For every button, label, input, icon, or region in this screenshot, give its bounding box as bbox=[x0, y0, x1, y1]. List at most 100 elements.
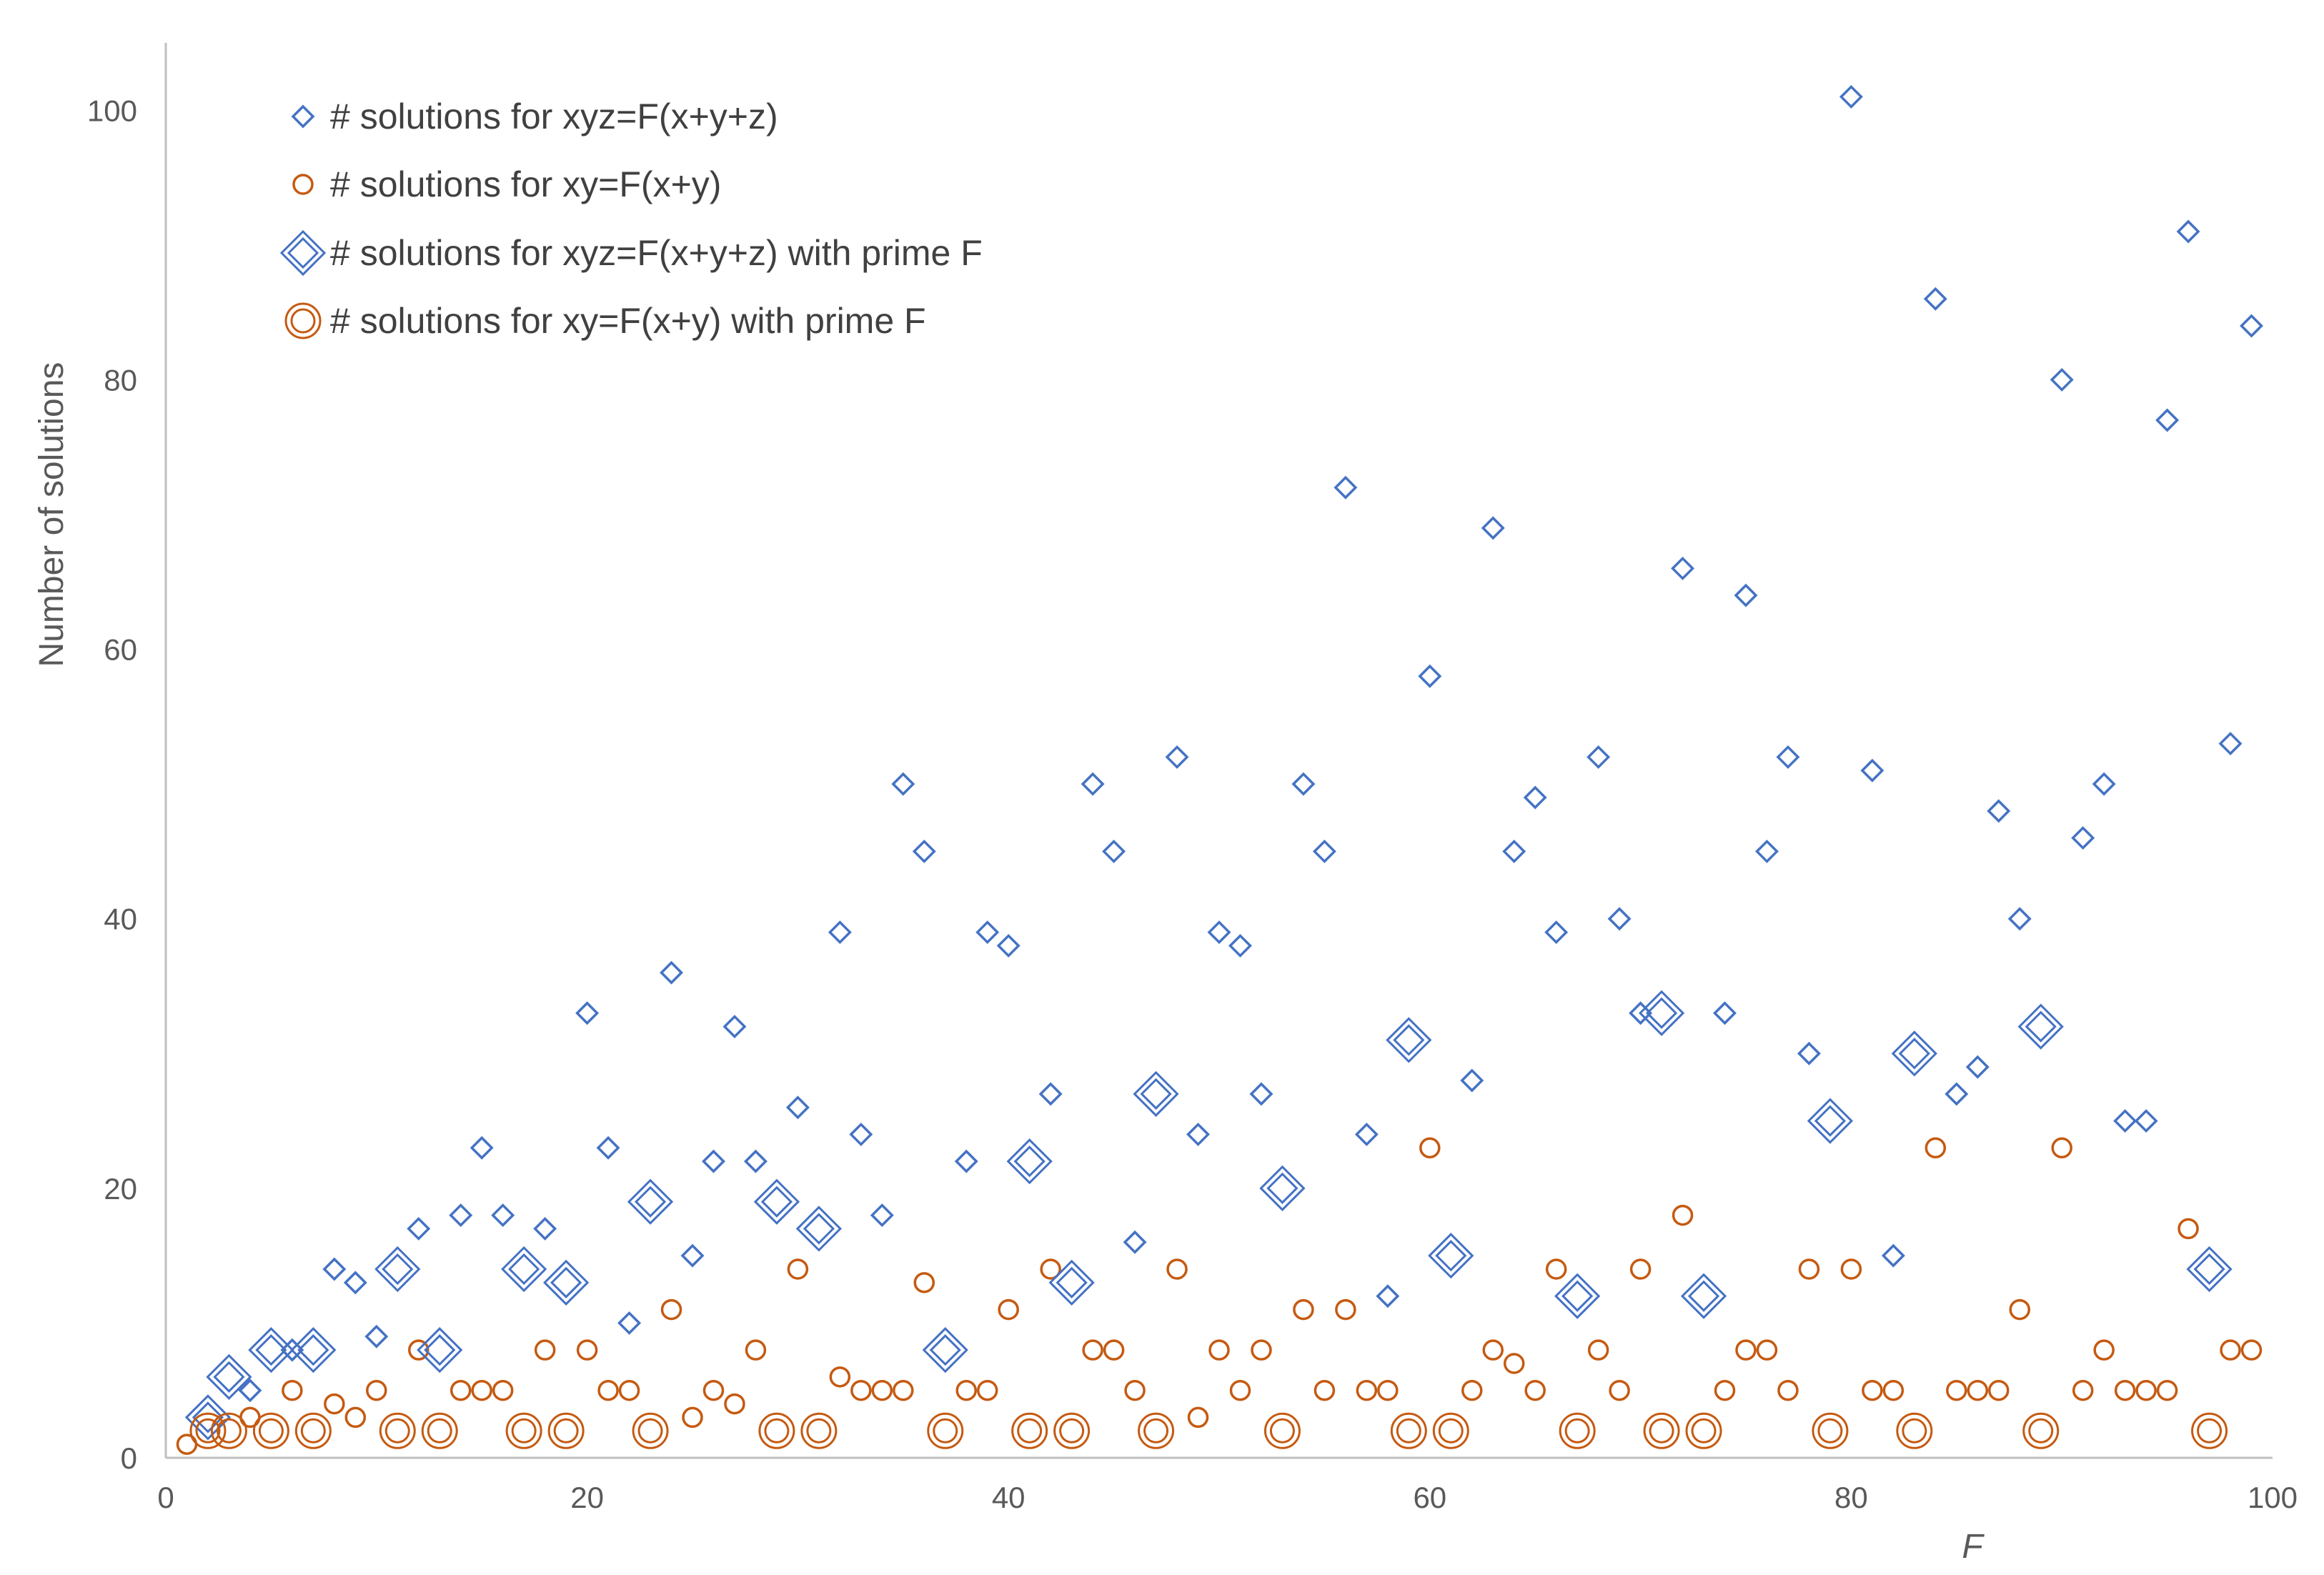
data-point-inner bbox=[1691, 1418, 1717, 1444]
data-point bbox=[1987, 799, 2011, 823]
data-point bbox=[1103, 1339, 1125, 1361]
data-point bbox=[1965, 1055, 1990, 1079]
data-point-inner bbox=[511, 1418, 537, 1444]
data-point bbox=[850, 1379, 872, 1401]
data-point bbox=[1862, 1379, 1883, 1401]
data-point bbox=[210, 1412, 247, 1449]
data-point-inner bbox=[1017, 1418, 1043, 1444]
data-point bbox=[927, 1412, 964, 1449]
data-point bbox=[1881, 1243, 1905, 1268]
data-point bbox=[998, 1298, 1019, 1321]
data-point bbox=[1629, 1258, 1652, 1280]
data-point bbox=[1777, 1379, 1799, 1401]
data-point bbox=[1586, 745, 1611, 769]
data-point bbox=[2191, 1412, 2228, 1449]
data-point bbox=[870, 1203, 894, 1228]
data-point bbox=[627, 1178, 674, 1225]
legend-label: # solutions for xyz=F(x+y+z) with prime … bbox=[330, 233, 983, 273]
data-point bbox=[1263, 1412, 1301, 1449]
data-point-inner bbox=[803, 1213, 835, 1245]
data-point bbox=[682, 1406, 703, 1429]
data-point bbox=[922, 1327, 968, 1373]
data-point bbox=[1082, 1339, 1103, 1361]
data-point-inner bbox=[382, 1253, 414, 1286]
data-point bbox=[1756, 1339, 1778, 1361]
data-point bbox=[1482, 1339, 1504, 1361]
data-point-inner bbox=[1143, 1418, 1169, 1444]
data-point bbox=[1133, 1070, 1179, 1117]
data-point bbox=[1734, 583, 1758, 607]
data-point bbox=[1882, 1379, 1905, 1401]
data-point bbox=[248, 1327, 294, 1373]
data-point bbox=[2218, 732, 2243, 756]
data-point bbox=[290, 1327, 337, 1373]
data-point-inner bbox=[1564, 1418, 1590, 1444]
data-point bbox=[343, 1271, 367, 1295]
data-point-inner bbox=[2197, 1418, 2223, 1444]
data-point bbox=[1840, 1258, 1862, 1280]
data-point bbox=[1207, 920, 1231, 945]
data-point bbox=[1187, 1406, 1209, 1429]
data-point bbox=[1291, 772, 1316, 796]
legend-item: # solutions for xyz=F(x+y+z) bbox=[291, 96, 778, 136]
data-point bbox=[1166, 1258, 1188, 1280]
series-1 bbox=[238, 84, 2263, 1403]
legend-marker bbox=[291, 104, 315, 129]
data-point bbox=[1685, 1412, 1722, 1449]
data-point bbox=[1544, 920, 1569, 945]
data-point bbox=[1896, 1412, 1933, 1449]
data-point bbox=[534, 1339, 556, 1361]
data-point bbox=[501, 1246, 547, 1293]
data-point bbox=[379, 1412, 416, 1449]
data-point bbox=[954, 1149, 978, 1173]
data-point-inner bbox=[384, 1418, 410, 1444]
data-point bbox=[294, 1412, 332, 1449]
data-point bbox=[1314, 1379, 1336, 1401]
data-point bbox=[2092, 772, 2116, 796]
data-point bbox=[1680, 1273, 1727, 1319]
data-point bbox=[1923, 287, 1947, 311]
axes bbox=[164, 43, 2273, 1459]
data-point bbox=[2009, 1298, 2030, 1321]
series-3 bbox=[184, 990, 2233, 1441]
data-point bbox=[1208, 1339, 1230, 1361]
legend-marker-inner bbox=[287, 237, 319, 269]
data-point-inner bbox=[1269, 1418, 1295, 1444]
data-point-inner bbox=[1396, 1418, 1421, 1444]
data-point bbox=[2051, 1137, 2072, 1159]
data-point bbox=[1545, 1258, 1567, 1280]
data-point bbox=[2072, 1379, 2094, 1401]
data-point bbox=[1839, 84, 1863, 109]
data-point bbox=[1891, 1030, 1937, 1077]
x-axis-title: F bbox=[1962, 1528, 1985, 1566]
data-point bbox=[1123, 1230, 1147, 1254]
data-point bbox=[912, 839, 936, 863]
data-point-inner bbox=[1435, 1240, 1467, 1272]
data-point bbox=[1102, 839, 1126, 863]
data-point bbox=[1335, 1298, 1356, 1321]
data-point-inner bbox=[258, 1418, 284, 1444]
data-point bbox=[1249, 1082, 1273, 1106]
legend-marker bbox=[292, 174, 314, 195]
data-point bbox=[449, 1203, 473, 1228]
data-point bbox=[2113, 1109, 2137, 1133]
x-tick-label: 20 bbox=[570, 1481, 604, 1514]
data-point bbox=[1419, 1137, 1441, 1159]
data-point-inner bbox=[213, 1361, 245, 1393]
data-point-inner bbox=[1393, 1024, 1425, 1056]
data-point bbox=[575, 1001, 600, 1025]
data-point bbox=[252, 1412, 289, 1449]
data-point bbox=[724, 1393, 745, 1415]
data-point bbox=[1081, 772, 1105, 796]
legend-marker bbox=[279, 229, 327, 277]
data-point-inner bbox=[255, 1334, 287, 1366]
data-point bbox=[660, 960, 683, 985]
data-point bbox=[1946, 1379, 1967, 1401]
data-point bbox=[2114, 1379, 2136, 1401]
data-point bbox=[1714, 1379, 1736, 1401]
data-point bbox=[1481, 516, 1505, 540]
data-point bbox=[492, 1379, 514, 1401]
data-point bbox=[1643, 1412, 1680, 1449]
data-point bbox=[1797, 1041, 1821, 1065]
data-point bbox=[1006, 1138, 1053, 1185]
